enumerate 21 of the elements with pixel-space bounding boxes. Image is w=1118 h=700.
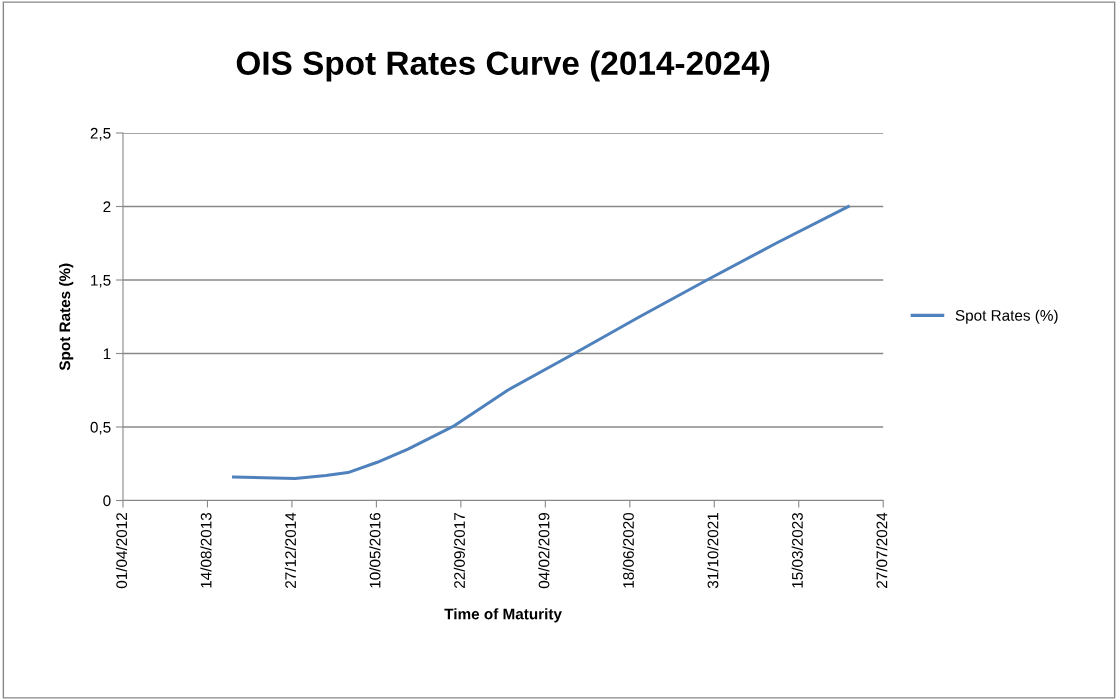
y-tick-label: 2	[103, 201, 111, 213]
x-tick-label: 31/10/2021	[707, 513, 719, 589]
y-tick-label: 0,5	[90, 421, 111, 435]
x-tick-label: 14/08/2013	[200, 512, 212, 588]
chart-title: OIS Spot Rates Curve (2014-2024)	[236, 50, 770, 82]
y-tick-label: 0	[103, 495, 111, 507]
x-axis-title: Time of Maturity	[444, 608, 562, 623]
x-tick-label: 01/04/2012	[115, 513, 128, 589]
y-tick-label: 2,5	[90, 127, 111, 141]
x-tick-label: 04/02/2019	[538, 513, 550, 589]
line-series	[231, 204, 850, 480]
y-tick-label: 1,5	[91, 275, 111, 288]
x-tick-label: 27/07/2024	[876, 512, 888, 588]
y-tick-label: 1	[103, 348, 111, 360]
x-tick-label: 15/03/2023	[791, 512, 803, 588]
x-tick-label: 18/06/2020	[622, 512, 634, 588]
x-tick-label: 27/12/2014	[284, 512, 297, 588]
x-tick-label: 22/09/2017	[453, 513, 465, 588]
x-tick-label: 10/05/2016	[369, 512, 381, 588]
legend-label: Spot Rates (%)	[955, 309, 1058, 324]
y-axis-title: Spot Rates (%)	[59, 263, 74, 371]
